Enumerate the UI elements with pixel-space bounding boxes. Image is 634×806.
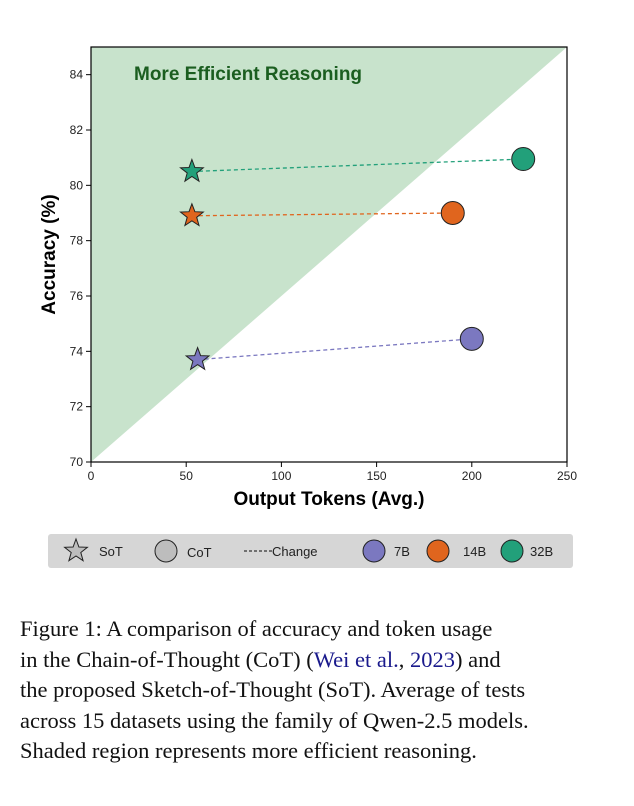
caption-line-1: Figure 1: A comparison of accuracy and t…	[20, 616, 493, 641]
legend-cot-label: CoT	[187, 545, 212, 560]
change-lines	[191, 158, 524, 361]
legend-32b-label: 32B	[530, 544, 553, 559]
data-markers	[179, 147, 536, 371]
legend-14b-icon	[426, 539, 450, 563]
x-tick-label: 200	[462, 469, 482, 483]
legend: SoT CoT Change 7B 14B 32B	[48, 534, 573, 568]
x-tick-label: 150	[367, 469, 387, 483]
caption-text: ) and	[454, 646, 501, 672]
y-tick-label: 72	[70, 400, 84, 414]
y-tick-label: 78	[70, 234, 84, 248]
y-tick-label: 70	[70, 455, 84, 469]
region-label: More Efficient Reasoning	[134, 64, 362, 85]
x-tick-label: 50	[180, 469, 194, 483]
y-axis-title: Accuracy (%)	[39, 194, 60, 314]
y-tick-label: 74	[70, 344, 84, 358]
axis-ticks: 0 50 100 150 200 250 70 72 74 76 78 80 82 84	[70, 68, 578, 483]
x-tick-label: 100	[271, 469, 291, 483]
sot-point-14b	[179, 202, 205, 227]
x-axis-title: Output Tokens (Avg.)	[233, 489, 424, 510]
figure-chart: 0 50 100 150 200 250 70 72 74 76 78 80 82 84 More Eff…	[39, 46, 578, 568]
citation-year-link[interactable]: 2023	[409, 646, 455, 672]
y-tick-label: 76	[70, 289, 84, 303]
efficient-region	[91, 47, 567, 462]
legend-7b-label: 7B	[394, 544, 410, 559]
caption-line-4: across 15 datasets using the family of Q…	[20, 707, 529, 733]
change-line-32b	[191, 158, 524, 173]
caption-line-5: Shaded region represents more efficient …	[20, 738, 477, 763]
cot-point-14b	[440, 201, 465, 225]
sot-point-32b	[179, 158, 205, 183]
legend-change-label: Change	[272, 544, 318, 559]
caption-text: ,	[398, 646, 410, 672]
change-line-14b	[191, 212, 453, 217]
legend-star-icon	[63, 537, 89, 562]
cot-point-32b	[511, 147, 536, 172]
x-tick-label: 0	[88, 469, 95, 483]
legend-7b-icon	[362, 539, 386, 563]
caption-text: in the Chain-of-Thought (CoT) (	[20, 646, 314, 672]
y-tick-label: 84	[70, 68, 84, 82]
change-line-7b	[197, 338, 472, 361]
plot-frame	[90, 46, 568, 463]
caption-line-2: in the Chain-of-Thought (CoT) (Wei et al…	[20, 645, 620, 676]
legend-sot-label: SoT	[99, 544, 123, 559]
x-tick-label: 250	[557, 469, 577, 483]
legend-32b-icon	[500, 539, 524, 563]
legend-circle-icon	[154, 539, 178, 563]
plot-area: 0 50 100 150 200 250 70 72 74 76 78 80 82 84 More Eff…	[70, 46, 578, 483]
y-tick-label: 82	[70, 123, 84, 137]
cot-point-7b	[459, 326, 484, 351]
sot-point-7b	[184, 346, 211, 371]
caption-line-3: the proposed Sketch-of-Thought (SoT). Av…	[20, 677, 526, 702]
legend-14b-label: 14B	[463, 544, 486, 559]
citation-link[interactable]: Wei et al.	[313, 646, 399, 672]
y-tick-label: 80	[70, 178, 84, 192]
figure-caption: Figure 1: A comparison of accuracy and t…	[20, 614, 620, 767]
